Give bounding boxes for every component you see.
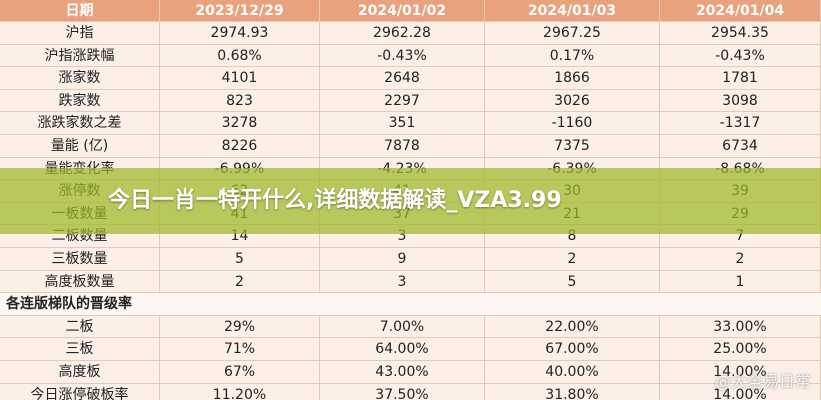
cell: 31.80% (485, 383, 660, 400)
header-row: 日期 2023/12/29 2024/01/02 2024/01/03 2024/01/… (0, 0, 821, 22)
cell: 351 (320, 112, 485, 135)
cell: 5 (485, 270, 660, 293)
cell: 1866 (485, 67, 660, 90)
cell: 3 (320, 225, 485, 248)
table-row: 今日涨停破板率 11.20% 37.50% 31.80% 14.00% (0, 383, 821, 400)
cell: 3278 (160, 112, 320, 135)
cell: 1 (660, 270, 821, 293)
cell: 沪指 (0, 22, 160, 44)
table-row: 沪指涨跌幅 0.68% -0.43% 0.17% -0.43% (0, 44, 821, 68)
cell: 67% (160, 361, 320, 383)
cell: 2297 (320, 89, 485, 112)
cell: 7375 (485, 135, 660, 157)
cell: 3 (320, 270, 485, 293)
cell: -1317 (660, 112, 821, 135)
cell: 7878 (320, 135, 485, 157)
cell: 2954.35 (660, 22, 821, 44)
cell: 2024/01/03 (485, 0, 660, 22)
cell: 3098 (660, 89, 821, 112)
cell: 33.00% (660, 315, 821, 338)
cell: 40.00% (485, 361, 660, 383)
table-row: 涨跌家数之差 3278 351 -1160 -1317 (0, 112, 821, 135)
cell: 71% (160, 338, 320, 361)
cell: 沪指涨跌幅 (0, 44, 160, 67)
cell: 4101 (160, 67, 320, 90)
cell: 25.00% (660, 338, 821, 361)
cell: 2024/01/04 (660, 0, 821, 22)
cell: 涨跌家数之差 (0, 112, 160, 135)
cell: 8226 (160, 135, 320, 157)
cell: -0.43% (320, 44, 485, 67)
cell: 2 (660, 248, 821, 270)
cell: 11.20% (160, 383, 320, 400)
cell: 9 (320, 248, 485, 270)
cell: -0.43% (660, 44, 821, 67)
cell: 三板数量 (0, 248, 160, 270)
cell: 2648 (320, 67, 485, 90)
cell: 日期 (0, 0, 160, 22)
cell: 3026 (485, 89, 660, 112)
cell: 量能 (亿) (0, 135, 160, 157)
cell: 823 (160, 89, 320, 112)
table-row: 三板 71% 64.00% 67.00% 25.00% (0, 338, 821, 361)
cell: 二板 (0, 315, 160, 338)
cell: 0.17% (485, 44, 660, 67)
watermark: @大全易日常 (714, 372, 811, 391)
cell: 0.68% (160, 44, 320, 67)
cell: 64.00% (320, 338, 485, 361)
cell: 7.00% (320, 315, 485, 338)
cell: 2024/01/02 (320, 0, 485, 22)
cell: 高度板数量 (0, 270, 160, 293)
table-row: 高度板 67% 43.00% 40.00% 14.00% (0, 361, 821, 384)
cell: 跌家数 (0, 89, 160, 112)
cell: 22.00% (485, 315, 660, 338)
cell: 43.00% (320, 361, 485, 383)
cell: 今日涨停破板率 (0, 383, 160, 400)
cell: 2023/12/29 (160, 0, 320, 22)
banner: 今日一肖一特开什么,详细数据解读_VZA3.99 (0, 168, 821, 234)
cell: 37.50% (320, 383, 485, 400)
cell: 67.00% (485, 338, 660, 361)
table-row: 跌家数 823 2297 3026 3098 (0, 89, 821, 113)
table-row: 三板数量 5 9 2 2 (0, 248, 821, 271)
cell: 8 (485, 225, 660, 248)
cell: 2974.93 (160, 22, 320, 44)
cell: 1781 (660, 67, 821, 90)
cell: 2967.25 (485, 22, 660, 44)
table-row: 二板 29% 7.00% 22.00% 33.00% (0, 315, 821, 339)
cell: 2962.28 (320, 22, 485, 44)
section-row: 各连版梯队的晋级率 (0, 293, 821, 316)
table-row: 涨家数 4101 2648 1866 1781 (0, 67, 821, 90)
table-row: 高度板数量 2 3 5 1 (0, 270, 821, 294)
cell: 三板 (0, 338, 160, 361)
cell: 2 (485, 248, 660, 270)
table-row: 量能 (亿) 8226 7878 7375 6734 (0, 135, 821, 158)
cell: 29% (160, 315, 320, 338)
cell: 2 (160, 270, 320, 293)
cell: 6734 (660, 135, 821, 157)
cell: -1160 (485, 112, 660, 135)
cell: 涨家数 (0, 67, 160, 90)
cell: 各连版梯队的晋级率 (6, 296, 132, 313)
cell: 高度板 (0, 361, 160, 383)
table-row: 沪指 2974.93 2962.28 2967.25 2954.35 (0, 22, 821, 45)
cell: 5 (160, 248, 320, 270)
